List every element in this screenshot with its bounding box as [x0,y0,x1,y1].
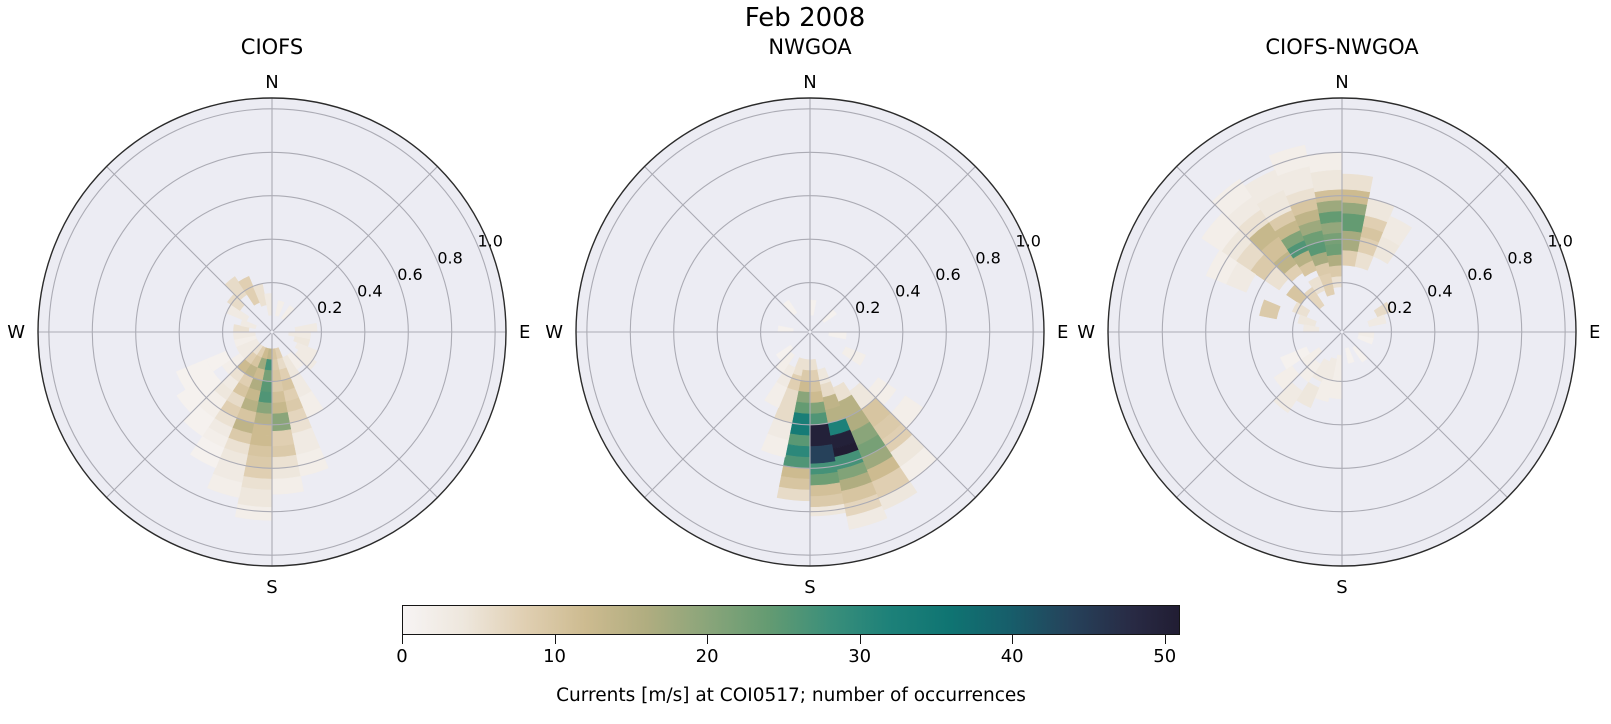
rose-cell [846,505,888,530]
compass-label-e: E [1589,322,1600,343]
r-tick-label: 0.2 [855,298,880,317]
rose-cell [1244,169,1284,205]
rose-cell [776,486,811,502]
rose-cell [809,390,825,404]
r-tick-label: 0.2 [317,298,342,317]
subplot-title-ciofs-nwgoa: CIOFS-NWGOA [1265,35,1419,59]
r-tick-label: 0.8 [975,248,1000,267]
colorbar-tick-mark [402,635,404,644]
rose-cell [1306,152,1343,174]
rose-cell [237,486,273,508]
subplot-title-nwgoa: NWGOA [768,35,852,59]
rose-cell [274,300,285,317]
rose-cell [1357,334,1374,345]
rose-ciofs-nwgoa: N E S W 0.2 0.4 0.6 0.8 1.0 [1077,72,1600,598]
compass-label-w: W [545,322,563,343]
rose-cell [1324,243,1343,257]
rose-cell [1308,275,1326,295]
colorbar-tick-label: 30 [848,646,872,667]
r-tick-label: 1.0 [1015,232,1040,251]
colorbar-tick-mark [859,635,861,644]
rose-cell [809,412,829,426]
rose-cell [1211,178,1253,218]
rose-cell [271,429,295,447]
rose-cell [253,412,273,426]
rose-cell [1326,254,1343,267]
rose-ciofs: N E S W 0.2 0.4 0.6 0.8 1.0 [7,72,530,598]
colorbar-gradient [402,605,1180,635]
colorbar-tick-label: 50 [1153,646,1177,667]
colorbar-tick-mark [1012,635,1014,644]
rose-cell [809,401,827,415]
r-tick-label: 0.8 [1507,248,1532,267]
rose-cell [1341,173,1374,193]
compass-label-s: S [266,577,277,598]
rose-nwgoa: N E S W 0.2 0.4 0.6 0.8 1.0 [545,72,1068,598]
rose-cell [271,476,304,495]
r-tick-label: 1.0 [477,232,502,251]
colorbar-tick-label: 40 [1000,646,1024,667]
colorbar-tick-label: 20 [695,646,719,667]
rose-cell [257,390,273,404]
r-tick-label: 0.6 [1467,265,1492,284]
rose-cell [1344,347,1355,364]
rose-cell [175,358,214,390]
rose-cell [293,336,311,348]
rose-cell [1311,358,1331,383]
compass-label-n: N [265,72,278,93]
subplot-title-ciofs: CIOFS [240,35,304,59]
rose-cell [791,412,811,426]
r-tick-label: 0.6 [935,265,960,284]
colorbar-label: Currents [m/s] at COI0517; number of occ… [556,685,1026,706]
r-tick-label: 0.4 [1427,281,1452,300]
rose-cell [1259,299,1281,320]
rose-cell [764,381,788,409]
compass-label-w: W [1077,322,1095,343]
figure-title: Feb 2008 [744,3,866,33]
colorbar-tick-mark [1164,635,1166,644]
compass-label-n: N [803,72,816,93]
rose-cell [271,390,287,404]
r-tick-label: 0.4 [357,281,382,300]
rose-cell [1318,210,1343,225]
rose-cell [1320,221,1343,235]
colorbar-tick-mark [554,635,556,644]
rose-cell [1367,314,1387,327]
r-tick-label: 0.8 [437,248,462,267]
compass-label-n: N [1335,72,1348,93]
rose-cell [249,433,273,447]
rose-cell [1310,169,1343,193]
rose-cell [841,346,867,366]
rose-cell [795,390,811,404]
rose-cell [809,444,837,465]
rose-cell [1279,346,1311,370]
rose-cell [234,503,273,521]
rose-cell [207,473,243,498]
compass-label-w: W [7,322,25,343]
rose-cell [255,401,273,415]
compass-label-e: E [1057,322,1068,343]
rose-cell [271,401,289,415]
rose-cell [1381,215,1413,247]
rose-cell [793,401,811,415]
rose-cell [1297,314,1317,327]
rose-cell [760,433,789,458]
colorbar-tick-mark [707,635,709,644]
rose-cell [1341,212,1366,233]
r-tick-label: 0.6 [397,265,422,284]
rose-cell [1291,301,1311,318]
compass-label-s: S [1336,577,1347,598]
rose-cell [787,433,811,447]
colorbar: 0 10 20 30 40 50 Currents [m/s] at COI0517; n… [396,605,1180,706]
compass-label-s: S [804,577,815,598]
r-tick-label: 0.2 [1387,298,1412,317]
colorbar-tick-label: 10 [543,646,566,667]
colorbar-tick-label: 0 [396,646,408,667]
compass-label-e: E [519,322,530,343]
r-tick-label: 0.4 [895,281,920,300]
rose-cell [240,319,257,330]
r-tick-label: 1.0 [1547,232,1572,251]
